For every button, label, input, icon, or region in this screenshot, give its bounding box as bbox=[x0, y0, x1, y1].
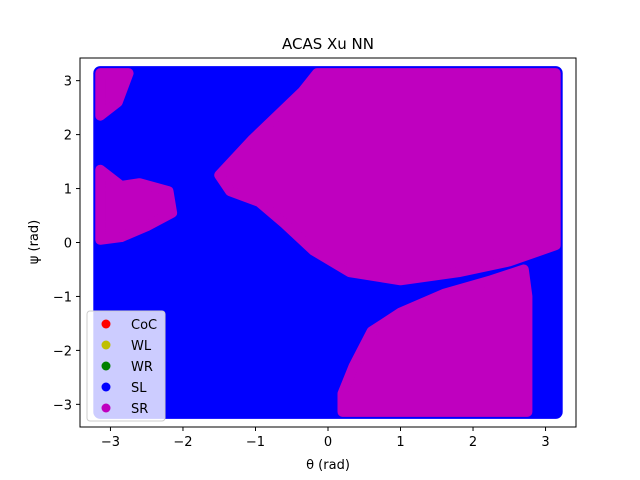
plot-area bbox=[93, 66, 563, 419]
y-tick-label: 1 bbox=[64, 183, 72, 198]
y-axis-label: ψ (rad) bbox=[27, 220, 42, 264]
x-tick-label: −3 bbox=[101, 435, 120, 450]
y-tick-label: 2 bbox=[64, 129, 72, 144]
y-tick-label: 0 bbox=[64, 237, 72, 252]
legend-box bbox=[86, 310, 166, 422]
sr-region-3 bbox=[337, 264, 533, 417]
legend-marker-wl bbox=[101, 340, 111, 350]
legend: CoC WL WR SL SR bbox=[86, 310, 166, 422]
sr-region-1 bbox=[95, 164, 178, 245]
legend-marker-sl bbox=[101, 382, 111, 392]
x-tick-label: 3 bbox=[541, 435, 549, 450]
legend-label-wr: WR bbox=[131, 360, 153, 375]
y-tick-label: 3 bbox=[64, 75, 72, 90]
legend-marker-coc bbox=[101, 319, 111, 329]
x-tick-label: −1 bbox=[246, 435, 265, 450]
legend-marker-wr bbox=[101, 361, 111, 371]
legend-marker-sr bbox=[101, 403, 111, 413]
chart-title: ACAS Xu NN bbox=[282, 35, 374, 53]
y-tick-label: −3 bbox=[53, 398, 72, 413]
x-tick-label: −2 bbox=[173, 435, 192, 450]
sr-region-0 bbox=[214, 68, 561, 286]
legend-label-sl: SL bbox=[131, 381, 147, 396]
x-tick-label: 0 bbox=[324, 435, 332, 450]
y-tick-label: −2 bbox=[53, 344, 72, 359]
x-tick-label: 1 bbox=[396, 435, 404, 450]
legend-label-sr: SR bbox=[131, 402, 148, 417]
sr-region-2 bbox=[95, 68, 134, 121]
y-tick-label: −1 bbox=[53, 290, 72, 305]
axis-ticks: −3 −2 −1 0 1 2 3 −3 −2 −1 0 1 2 3 bbox=[53, 75, 550, 450]
x-axis-label: θ (rad) bbox=[306, 458, 350, 473]
legend-label-wl: WL bbox=[131, 339, 152, 354]
legend-label-coc: CoC bbox=[131, 318, 157, 333]
x-tick-label: 2 bbox=[469, 435, 477, 450]
